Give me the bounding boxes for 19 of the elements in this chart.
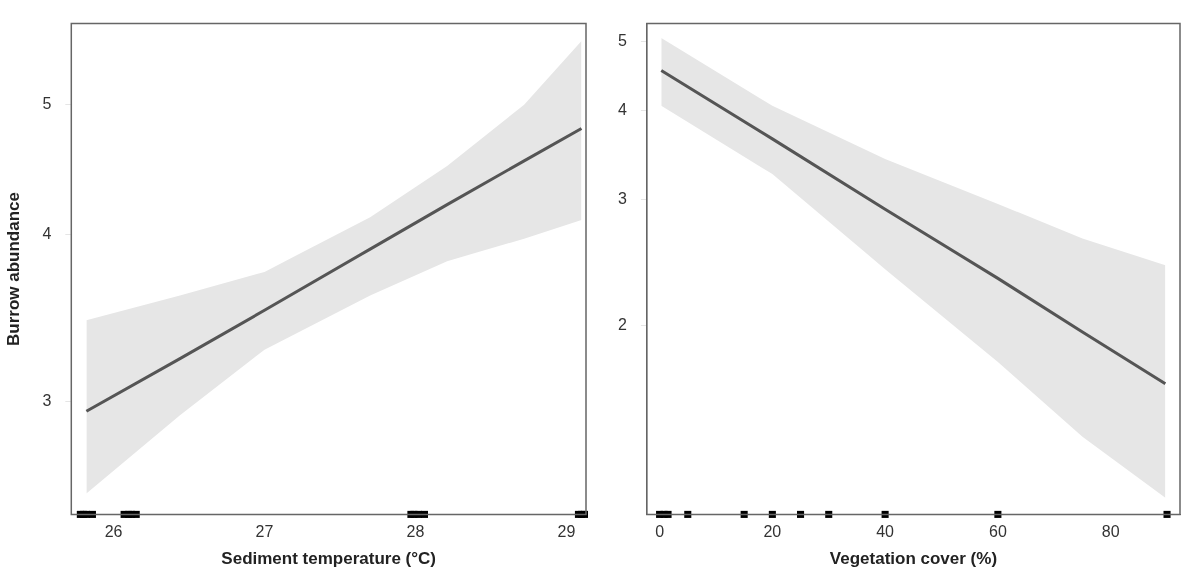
y-tick-label: 2 xyxy=(617,316,627,334)
x-tick-label: 26 xyxy=(104,523,123,541)
x-tick-label: 40 xyxy=(876,523,895,541)
y-tick-label: 3 xyxy=(617,190,627,208)
x-axis-title: Vegetation cover (%) xyxy=(829,549,998,569)
x-tick-label: 80 xyxy=(1101,523,1120,541)
x-axis-title: Sediment temperature (°C) xyxy=(221,549,436,569)
y-tick-label: 5 xyxy=(617,31,627,49)
y-axis-title: Burrow abundance xyxy=(3,192,23,346)
x-tick-label: 27 xyxy=(255,523,274,541)
x-tick-label: 60 xyxy=(988,523,1007,541)
y-tick-label: 4 xyxy=(617,100,627,118)
x-tick-label: 28 xyxy=(406,523,425,541)
x-tick-label: 0 xyxy=(655,523,665,541)
y-tick-label: 3 xyxy=(42,391,52,409)
x-tick-label: 20 xyxy=(763,523,782,541)
y-tick-label: 5 xyxy=(42,95,52,113)
x-tick-label: 29 xyxy=(557,523,576,541)
y-tick-label: 4 xyxy=(42,224,52,242)
